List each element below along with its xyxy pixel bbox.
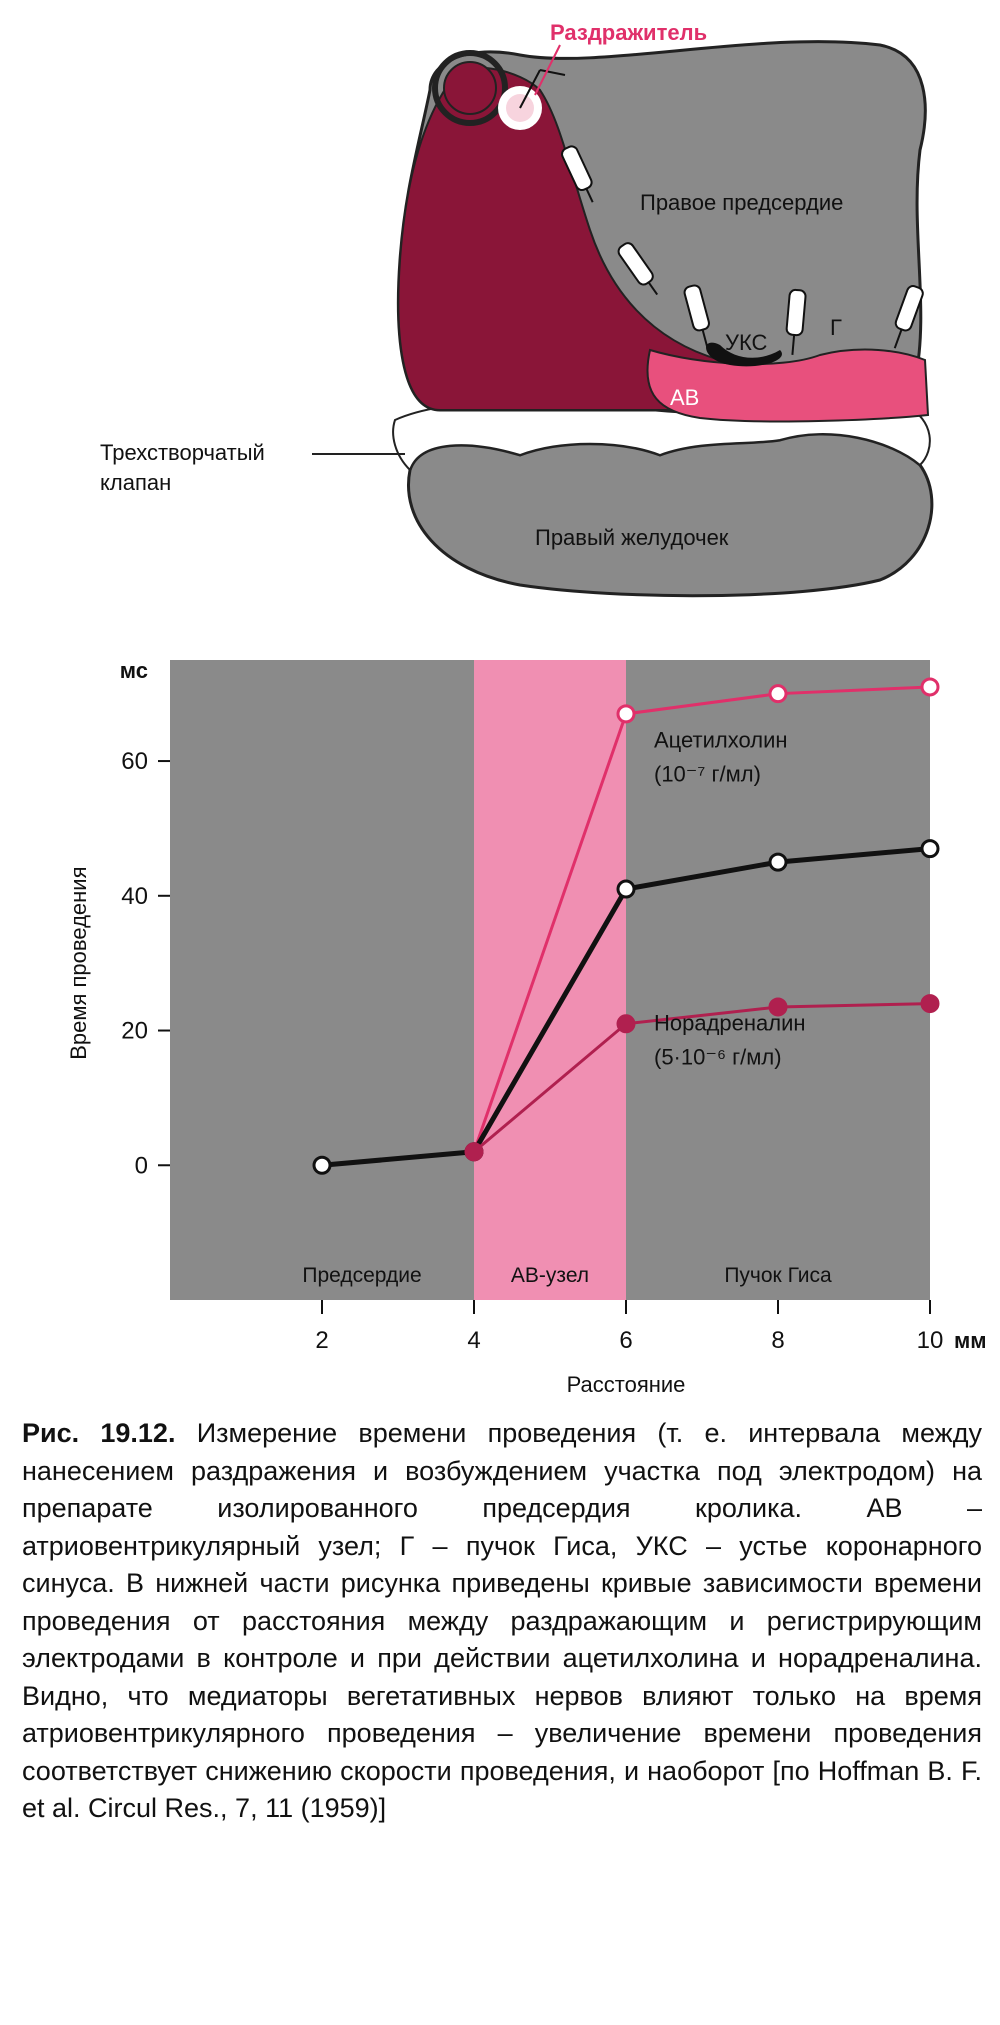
series-1-point-2	[616, 879, 636, 899]
x-unit-label: мм	[954, 1328, 987, 1353]
caption-text: Измерение времени проведения (т. е. инте…	[22, 1418, 982, 1823]
chart-regions	[170, 660, 930, 1300]
series-0-point-3	[920, 677, 940, 697]
series-2-label-line1: Норадреналин	[654, 1011, 806, 1036]
figure-caption: Рис. 19.12. Измерение времени проведения…	[22, 1415, 982, 1828]
x-tick-label-2: 6	[619, 1327, 632, 1354]
right-atrium-label: Правое предсердие	[640, 190, 843, 215]
tricuspid-label-line1: Трехстворчатый	[100, 440, 265, 465]
electrode-1	[561, 145, 594, 203]
vessel-lumen	[443, 61, 497, 115]
series-1-point-3	[768, 852, 788, 872]
y-unit-label: мс	[120, 658, 148, 683]
stimulus-electrode-tip	[539, 69, 566, 76]
electrode-2	[617, 242, 659, 296]
series-1-point-0	[312, 1155, 332, 1175]
coronary-sinus	[706, 342, 782, 367]
series-line-0	[472, 685, 931, 1153]
av-label: АВ	[670, 385, 699, 410]
coronary-sinus-label: УКС	[725, 330, 768, 355]
series-1-point-4	[920, 839, 940, 859]
series-0-label-line2: (10⁻⁷ г/мл)	[654, 762, 761, 787]
series-0-point-2	[768, 684, 788, 704]
stimulus-electrode-wire	[519, 69, 541, 109]
heart-diagram: Раздражитель Правое предсердие УКС Г АВ …	[100, 20, 934, 598]
y-tick-label-0: 0	[135, 1152, 148, 1179]
electrode-5	[893, 285, 924, 349]
tricuspid-label-line2: клапан	[100, 470, 171, 495]
atrial-tissue	[397, 66, 722, 411]
x-axis-title: Расстояние	[567, 1372, 686, 1397]
y-axis-title: Время проведения	[66, 867, 91, 1060]
y-tick-label-2: 40	[121, 883, 148, 910]
chart-ticks	[158, 760, 931, 1314]
series-2-point-1	[616, 1014, 636, 1034]
region-label-0: Предсердие	[302, 1264, 421, 1287]
series-0-point-1	[616, 704, 636, 724]
stimulus-label: Раздражитель	[550, 20, 707, 45]
his-bundle-label: Г	[830, 315, 842, 340]
vessel-opening	[432, 50, 508, 126]
right-ventricle-label: Правый желудочек	[535, 525, 729, 550]
right-ventricle	[407, 432, 934, 598]
series-line-2	[473, 1002, 931, 1153]
stimulus-pointer	[534, 44, 561, 96]
x-tick-label-4: 10	[917, 1327, 944, 1354]
chart-series	[312, 677, 940, 1175]
series-2-point-3	[920, 994, 940, 1014]
x-tick-label-3: 8	[771, 1327, 784, 1354]
region-1	[474, 660, 626, 1300]
x-tick-label-0: 2	[315, 1327, 328, 1354]
region-label-1: АВ-узел	[511, 1264, 589, 1287]
region-2	[626, 660, 930, 1300]
x-tick-label-1: 4	[467, 1327, 480, 1354]
region-0	[170, 660, 474, 1300]
y-tick-label-1: 20	[121, 1018, 148, 1045]
chart-labels: Предсердие АВ-узел Пучок Гиса 0 20 40 60 мс Врем…	[66, 658, 987, 1397]
series-2-point-2	[768, 997, 788, 1017]
region-label-2: Пучок Гиса	[724, 1264, 832, 1287]
conduction-time-chart: Предсердие АВ-узел Пучок Гиса 0 20 40 60 мс Врем…	[66, 658, 987, 1397]
series-2-point-0	[464, 1142, 484, 1162]
electrode-4	[785, 288, 807, 355]
series-0-label-line1: Ацетилхолин	[654, 728, 788, 753]
y-tick-label-3: 60	[121, 748, 148, 775]
series-2-label-line2: (5·10⁻⁶ г/мл)	[654, 1045, 782, 1070]
figure-label: Рис. 19.12.	[22, 1418, 176, 1448]
